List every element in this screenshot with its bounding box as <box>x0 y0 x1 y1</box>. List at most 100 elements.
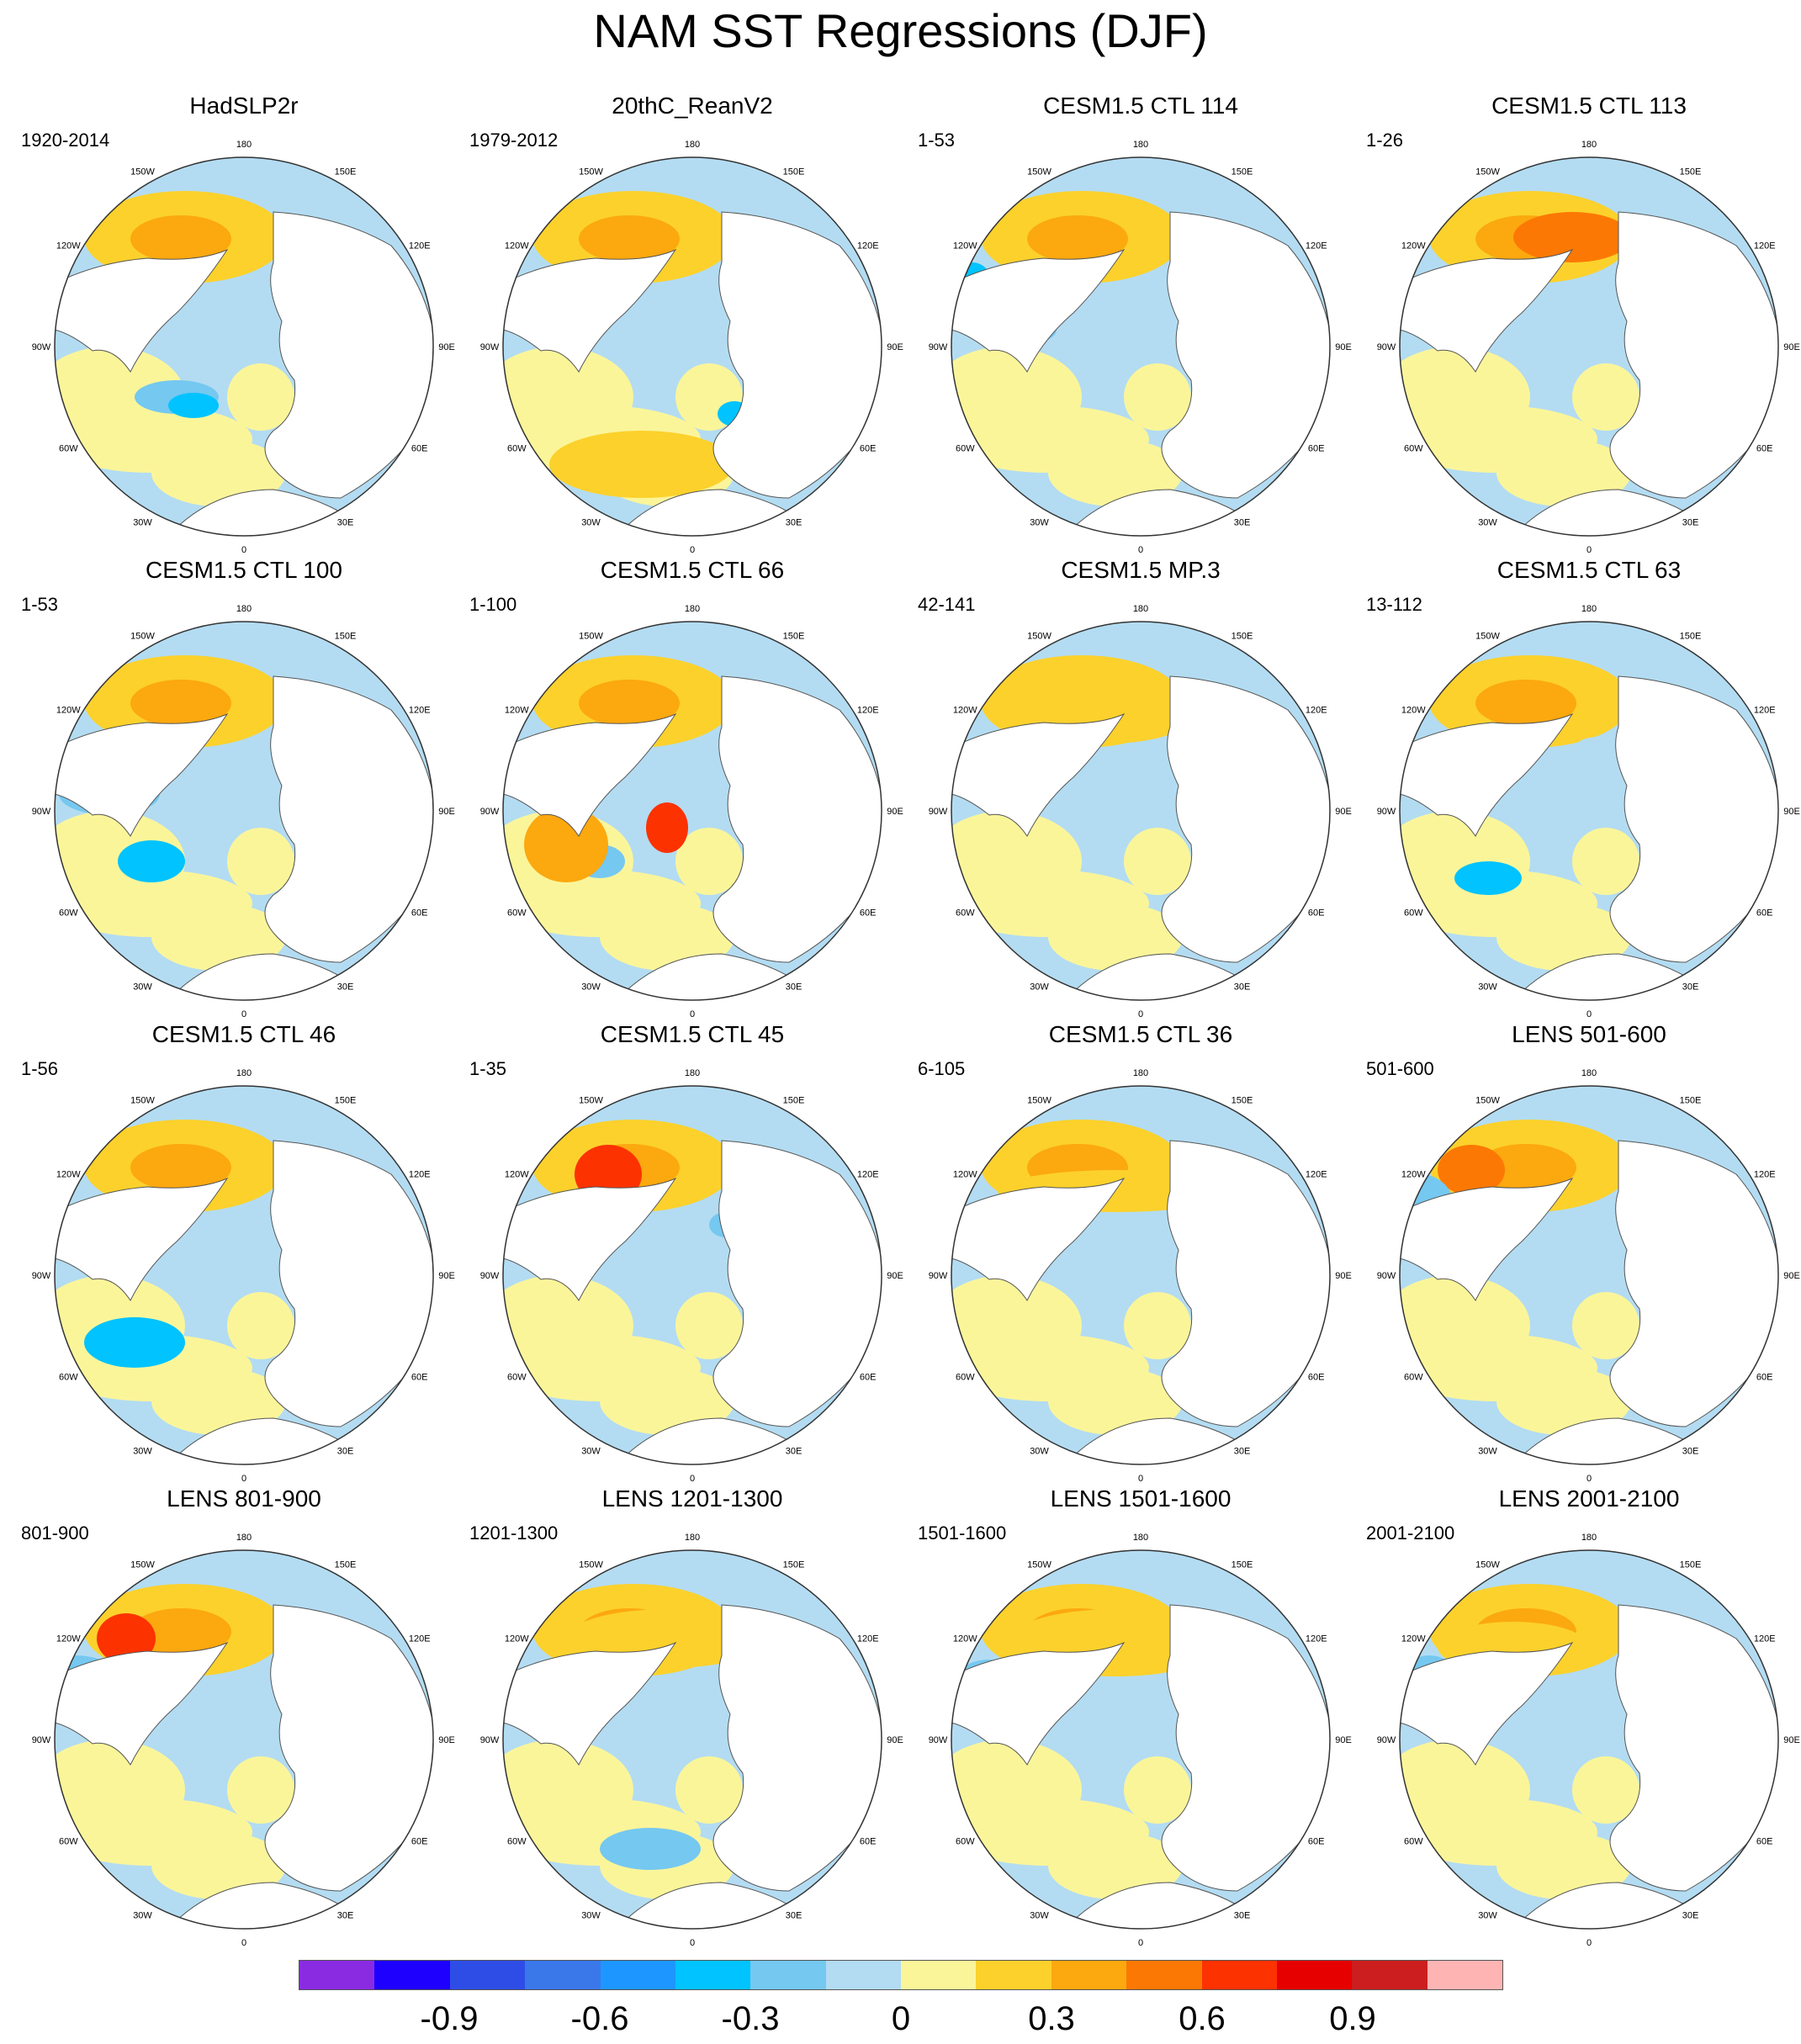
sst-anomaly-region <box>151 1832 286 1899</box>
colorbar-tick-label: 0.6 <box>1179 2000 1226 2037</box>
sst-anomaly-region <box>227 363 294 431</box>
colorbar-tick-label: -0.9 <box>420 2000 479 2037</box>
sst-anomaly-region <box>675 1756 743 1824</box>
map-border <box>502 621 882 1001</box>
longitude-label: 0 <box>1138 1009 1143 1019</box>
map-panel: 20thC_ReanV2 1979-2012 180 150E 120E 90E 60E 30… <box>469 93 915 557</box>
land-eurasia <box>1609 211 1778 499</box>
longitude-label: 90E <box>887 1735 903 1745</box>
sst-anomaly-region <box>1572 1292 1639 1359</box>
longitude-label: 150W <box>1027 1559 1051 1570</box>
sst-anomaly-region <box>151 1368 286 1435</box>
longitude-label: 120W <box>1401 1634 1426 1644</box>
longitude-label: 90E <box>887 342 903 352</box>
land-eurasia <box>264 675 433 963</box>
sst-anomaly-region <box>227 1756 294 1824</box>
longitude-label: 150E <box>335 631 357 641</box>
land-north-america <box>951 1641 1126 1766</box>
longitude-label: 30W <box>1030 1447 1049 1457</box>
longitude-label: 30E <box>1234 1447 1251 1457</box>
longitude-label: 150E <box>1680 1559 1702 1570</box>
map-border <box>502 156 882 537</box>
longitude-label: 120W <box>953 706 977 716</box>
longitude-label: 90E <box>438 807 455 817</box>
map-panel: HadSLP2r 1920-2014 180 150E 120E 90E 60E 30E 0 30… <box>21 93 467 557</box>
panel-title: LENS 1501-1600 <box>1050 1485 1232 1512</box>
sst-anomaly-region <box>97 1613 156 1664</box>
longitude-label: 90E <box>1335 1271 1352 1281</box>
colorbar-tick-label: 0 <box>891 2000 911 2037</box>
panel-title: CESM1.5 MP.3 <box>1061 557 1221 583</box>
longitude-label: 60E <box>1756 1373 1773 1383</box>
panel-title: HadSLP2r <box>189 93 299 119</box>
longitude-label: 0 <box>1586 545 1592 555</box>
longitude-label: 150W <box>130 1095 155 1105</box>
colorbar-tick-label: -0.6 <box>570 2000 629 2037</box>
longitude-label: 150E <box>1232 167 1253 177</box>
longitude-label: 60E <box>860 1837 877 1847</box>
longitude-label: 90E <box>438 1735 455 1745</box>
colorbar-swatch <box>1051 1961 1127 1989</box>
sst-anomaly-region <box>227 1292 294 1359</box>
sst-anomaly-region <box>118 840 185 882</box>
longitude-label: 150E <box>1680 631 1702 641</box>
longitude-label: 90W <box>929 342 948 352</box>
longitude-label: 150E <box>1680 167 1702 177</box>
longitude-label: 90E <box>438 342 455 352</box>
longitude-label: 30W <box>1030 1911 1049 1921</box>
land-north-america <box>55 1641 229 1766</box>
polar-map: 180 150E 120E 90E 60E 30E 0 30W 60W 90W 120W 150W <box>32 604 455 1019</box>
longitude-label: 150W <box>1475 1095 1500 1105</box>
panel-period: 1-35 <box>469 1058 507 1079</box>
longitude-label: 60E <box>860 908 877 919</box>
longitude-label: 120W <box>953 241 977 252</box>
longitude-label: 180 <box>236 1068 252 1078</box>
longitude-label: 30E <box>337 518 354 528</box>
map-panel: CESM1.5 CTL 36 6-105 180 150E 120E 90E 60E 30E 0… <box>918 1021 1364 1485</box>
longitude-label: 0 <box>1586 1938 1592 1948</box>
longitude-label: 60W <box>59 908 78 919</box>
panel-period: 1201-1300 <box>469 1522 559 1544</box>
map-panel: CESM1.5 CTL 45 1-35 180 150E 120E 90E 60E 30E 0 3… <box>469 1021 915 1485</box>
longitude-label: 180 <box>685 140 700 150</box>
sst-anomaly-region <box>675 828 743 895</box>
longitude-label: 30E <box>786 1447 803 1457</box>
longitude-label: 90W <box>929 1271 948 1281</box>
panel-title: CESM1.5 CTL 36 <box>1048 1021 1233 1047</box>
colorbar-swatch <box>976 1961 1051 1989</box>
sst-anomaly-region <box>600 1368 734 1435</box>
longitude-label: 120W <box>505 1170 529 1180</box>
map-border <box>1399 156 1779 537</box>
panel-period: 501-600 <box>1366 1058 1434 1079</box>
polar-map: 180 150E 120E 90E 60E 30E 0 30W 60W 90W 120W 150W <box>480 1068 903 1484</box>
longitude-label: 90E <box>1335 807 1352 817</box>
colorbar-swatch <box>1427 1961 1502 1989</box>
land-eurasia <box>1609 1604 1778 1892</box>
longitude-label: 60W <box>956 1837 975 1847</box>
longitude-label: 30W <box>1478 1447 1497 1457</box>
longitude-label: 120W <box>1401 706 1426 716</box>
longitude-label: 90W <box>480 807 500 817</box>
polar-map: 180 150E 120E 90E 60E 30E 0 30W 60W 90W 120W 150W <box>32 1068 455 1484</box>
longitude-label: 120E <box>1754 241 1776 252</box>
longitude-label: 60W <box>1404 908 1423 919</box>
map-panel: CESM1.5 MP.3 42-141 180 150E 120E 90E 60E 30E 0 3… <box>918 557 1364 1021</box>
land-eurasia <box>1609 675 1778 963</box>
sst-anomaly-region <box>130 680 231 727</box>
sst-anomaly-region <box>1124 1756 1191 1824</box>
land-eurasia <box>712 675 882 963</box>
colorbar-tick-label: 0.3 <box>1028 2000 1075 2037</box>
longitude-label: 90E <box>887 1271 903 1281</box>
map-panel: LENS 1201-1300 1201-1300 180 150E 120E 90E 60E… <box>469 1485 915 1950</box>
longitude-label: 90W <box>32 1735 51 1745</box>
map-border <box>54 1085 434 1465</box>
colorbar-swatch <box>1126 1961 1202 1989</box>
sst-anomaly-region <box>1572 737 1623 767</box>
longitude-label: 60E <box>1308 908 1325 919</box>
sst-anomaly-region <box>1496 1832 1631 1899</box>
polar-map: 180 150E 120E 90E 60E 30E 0 30W 60W 90W 120W 150W <box>929 1533 1352 1948</box>
colorbar-swatch <box>600 1961 675 1989</box>
longitude-label: 30W <box>133 1447 152 1457</box>
map-border <box>502 1549 882 1930</box>
longitude-label: 120E <box>857 706 879 716</box>
